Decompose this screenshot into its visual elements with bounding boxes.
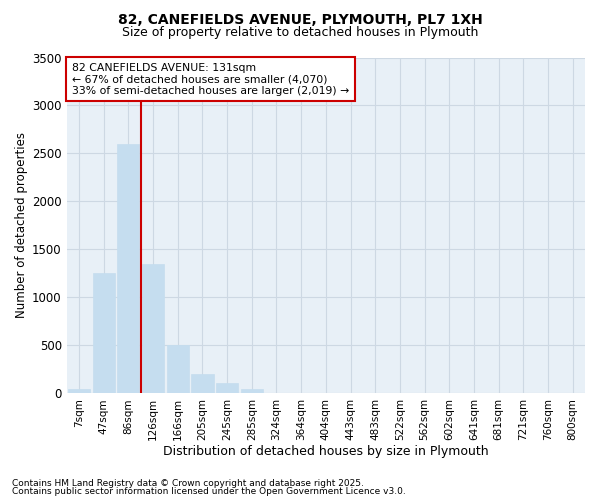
Bar xyxy=(191,374,214,394)
Bar xyxy=(216,383,238,394)
Bar xyxy=(68,388,90,394)
Text: 82 CANEFIELDS AVENUE: 131sqm
← 67% of detached houses are smaller (4,070)
33% of: 82 CANEFIELDS AVENUE: 131sqm ← 67% of de… xyxy=(72,62,349,96)
Text: Contains HM Land Registry data © Crown copyright and database right 2025.: Contains HM Land Registry data © Crown c… xyxy=(12,478,364,488)
Text: Size of property relative to detached houses in Plymouth: Size of property relative to detached ho… xyxy=(122,26,478,39)
Bar xyxy=(142,264,164,394)
Y-axis label: Number of detached properties: Number of detached properties xyxy=(15,132,28,318)
Bar xyxy=(167,346,189,394)
Bar xyxy=(241,388,263,394)
Bar xyxy=(92,274,115,394)
X-axis label: Distribution of detached houses by size in Plymouth: Distribution of detached houses by size … xyxy=(163,444,488,458)
Text: Contains public sector information licensed under the Open Government Licence v3: Contains public sector information licen… xyxy=(12,487,406,496)
Bar xyxy=(117,144,139,394)
Text: 82, CANEFIELDS AVENUE, PLYMOUTH, PL7 1XH: 82, CANEFIELDS AVENUE, PLYMOUTH, PL7 1XH xyxy=(118,12,482,26)
